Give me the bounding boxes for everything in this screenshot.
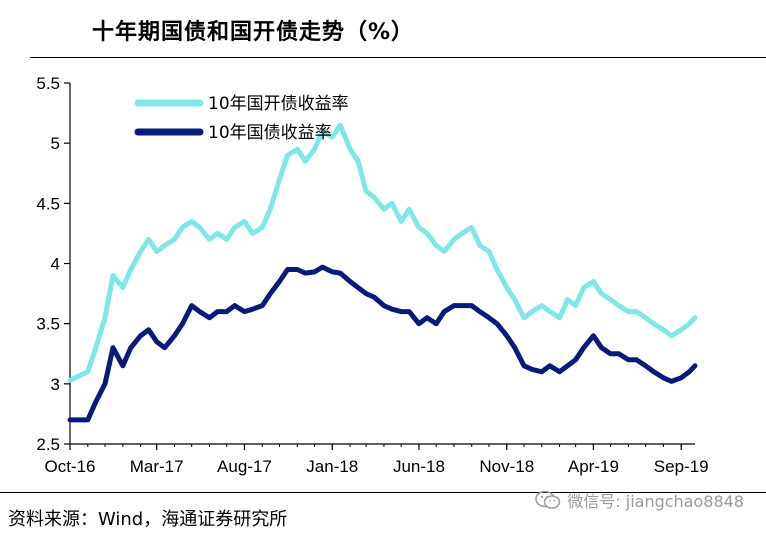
wechat-icon bbox=[535, 490, 561, 509]
x-tick-label: Mar-17 bbox=[130, 457, 184, 476]
x-tick-label: Nov-18 bbox=[479, 457, 534, 476]
y-tick-label: 2.5 bbox=[36, 435, 60, 454]
cdb-yield-line bbox=[67, 122, 698, 383]
footer-divider bbox=[0, 492, 766, 493]
chart-axes: 2.5 3 3.5 4 4.5 5 5.5 Oct-16 Mar-17 Aug-17 Jan-18 J… bbox=[36, 74, 708, 476]
y-tick-label: 3.5 bbox=[36, 315, 60, 334]
chart-legend: 10年国开债收益率 10年国债收益率 bbox=[134, 94, 349, 143]
x-tick-label: Jan-18 bbox=[306, 457, 358, 476]
y-tick-label: 3 bbox=[51, 375, 60, 394]
y-tick-label: 4 bbox=[51, 255, 60, 274]
wechat-watermark: 微信号: jiangchao8848 bbox=[535, 488, 744, 512]
x-tick-label: Sep-19 bbox=[654, 457, 709, 476]
x-tick-label: Apr-19 bbox=[568, 457, 619, 476]
y-tick-label: 4.5 bbox=[36, 194, 60, 213]
chart-title: 十年期国债和国开债走势（%） bbox=[92, 20, 415, 45]
legend-label: 10年国开债收益率 bbox=[208, 94, 349, 114]
y-tick-label: 5.5 bbox=[36, 74, 60, 93]
y-tick-label: 5 bbox=[51, 134, 60, 153]
title-divider bbox=[30, 57, 766, 58]
watermark-text: 微信号: jiangchao8848 bbox=[567, 492, 744, 511]
x-tick-label: Jun-18 bbox=[393, 457, 445, 476]
x-tick-label: Aug-17 bbox=[217, 457, 272, 476]
chart-lines bbox=[67, 122, 698, 423]
source-note: 资料来源：Wind，海通证券研究所 bbox=[8, 509, 288, 530]
legend-label: 10年国债收益率 bbox=[208, 123, 332, 143]
chart-title-block: 十年期国债和国开债走势（%） bbox=[0, 14, 766, 48]
x-tick-label: Oct-16 bbox=[44, 457, 95, 476]
cgb-yield-line bbox=[67, 264, 698, 423]
